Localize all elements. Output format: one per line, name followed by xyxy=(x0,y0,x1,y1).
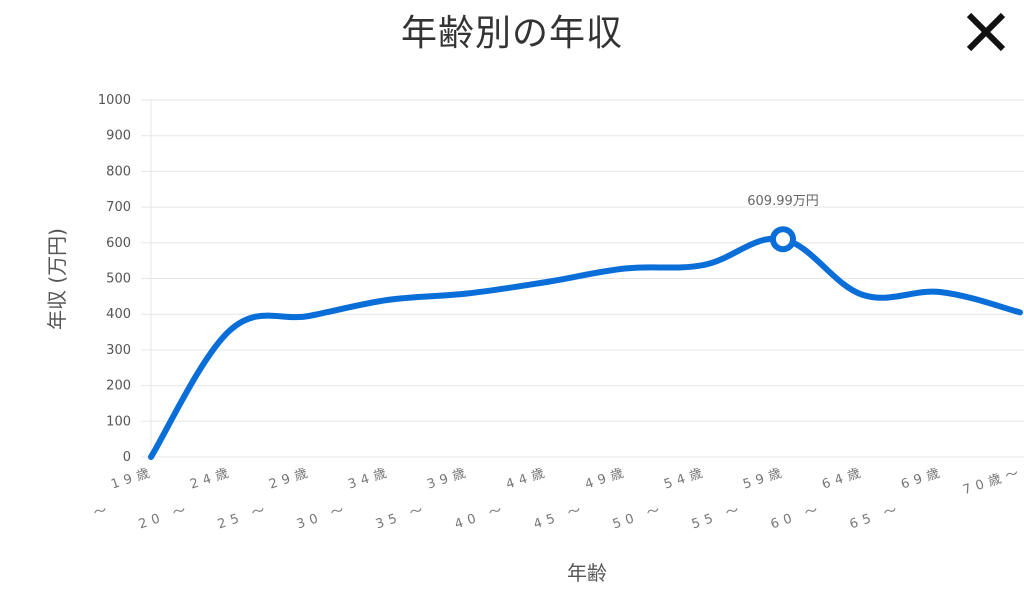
x-tick-label-line2: 35 〜 xyxy=(374,502,430,533)
y-tick-label: 0 xyxy=(123,450,131,465)
y-tick-label: 300 xyxy=(106,343,131,358)
close-button[interactable] xyxy=(964,10,1008,54)
y-tick-label: 800 xyxy=(106,164,131,179)
x-tick-label-line1: 34歳 xyxy=(346,465,393,493)
y-tick-label: 1000 xyxy=(98,93,131,108)
x-tick-label-line2: 20 〜 xyxy=(137,502,193,533)
x-tick-label-line2: 45 〜 xyxy=(532,502,588,533)
x-tick-label-line2: 40 〜 xyxy=(453,502,509,533)
page-title: 年齢別の年収 xyxy=(400,13,623,54)
x-tick-label-line1: 24歳 xyxy=(188,465,235,493)
x-tick-label-line1: 39歳 xyxy=(425,465,472,493)
x-tick-label-line1: 70歳〜 xyxy=(961,465,1024,499)
x-tick-label-line2: 〜 xyxy=(92,502,114,522)
y-tick-label: 400 xyxy=(106,307,131,322)
y-tick-label: 900 xyxy=(106,129,131,144)
highlight-point[interactable] xyxy=(770,226,796,253)
x-tick-label-line1: 29歳 xyxy=(267,465,314,493)
x-tick-label-line1: 69歳 xyxy=(899,465,946,493)
x-tick-label-line1: 44歳 xyxy=(504,465,551,493)
y-tick-label: 500 xyxy=(106,272,131,287)
x-axis-label: 年齢 xyxy=(567,561,607,585)
y-tick-label: 600 xyxy=(106,236,131,251)
x-tick-labels: 19歳〜 24歳 20 〜 29歳 25 〜 34歳 30 〜 39歳 35 〜 44歳 40 〜 4… xyxy=(92,465,1024,533)
close-icon xyxy=(966,12,1006,52)
x-tick-label-line2: 50 〜 xyxy=(611,502,667,533)
x-tick-label-line1: 49歳 xyxy=(583,465,630,493)
series-line xyxy=(148,235,1023,460)
x-tick-label-line1: 64歳 xyxy=(820,465,867,493)
x-tick-label-line2: 60 〜 xyxy=(769,502,825,533)
x-tick-label-line2: 55 〜 xyxy=(690,502,746,533)
y-axis-label: 年収 (万円) xyxy=(45,228,69,330)
x-tick-label-line2: 65 〜 xyxy=(848,502,904,533)
x-tick-label-line1: 59歳 xyxy=(741,465,788,493)
x-tick-label-line1: 54歳 xyxy=(662,465,709,493)
x-tick-label-line1: 19歳 xyxy=(109,465,156,493)
x-tick-label: 70歳〜 xyxy=(961,465,1024,499)
x-tick-label-line2: 25 〜 xyxy=(216,502,272,533)
x-tick-label-line2: 30 〜 xyxy=(295,502,351,533)
data-label: 609.99万円 xyxy=(747,194,819,209)
y-tick-label: 100 xyxy=(106,414,131,429)
grid-lines xyxy=(141,99,1024,458)
y-tick-labels: 0 100 200 300 400 500 600 700 800 900 1000 xyxy=(98,93,131,465)
y-tick-label: 200 xyxy=(106,379,131,394)
series-layer: 609.99万円 xyxy=(148,194,1023,460)
y-tick-label: 700 xyxy=(106,200,131,215)
